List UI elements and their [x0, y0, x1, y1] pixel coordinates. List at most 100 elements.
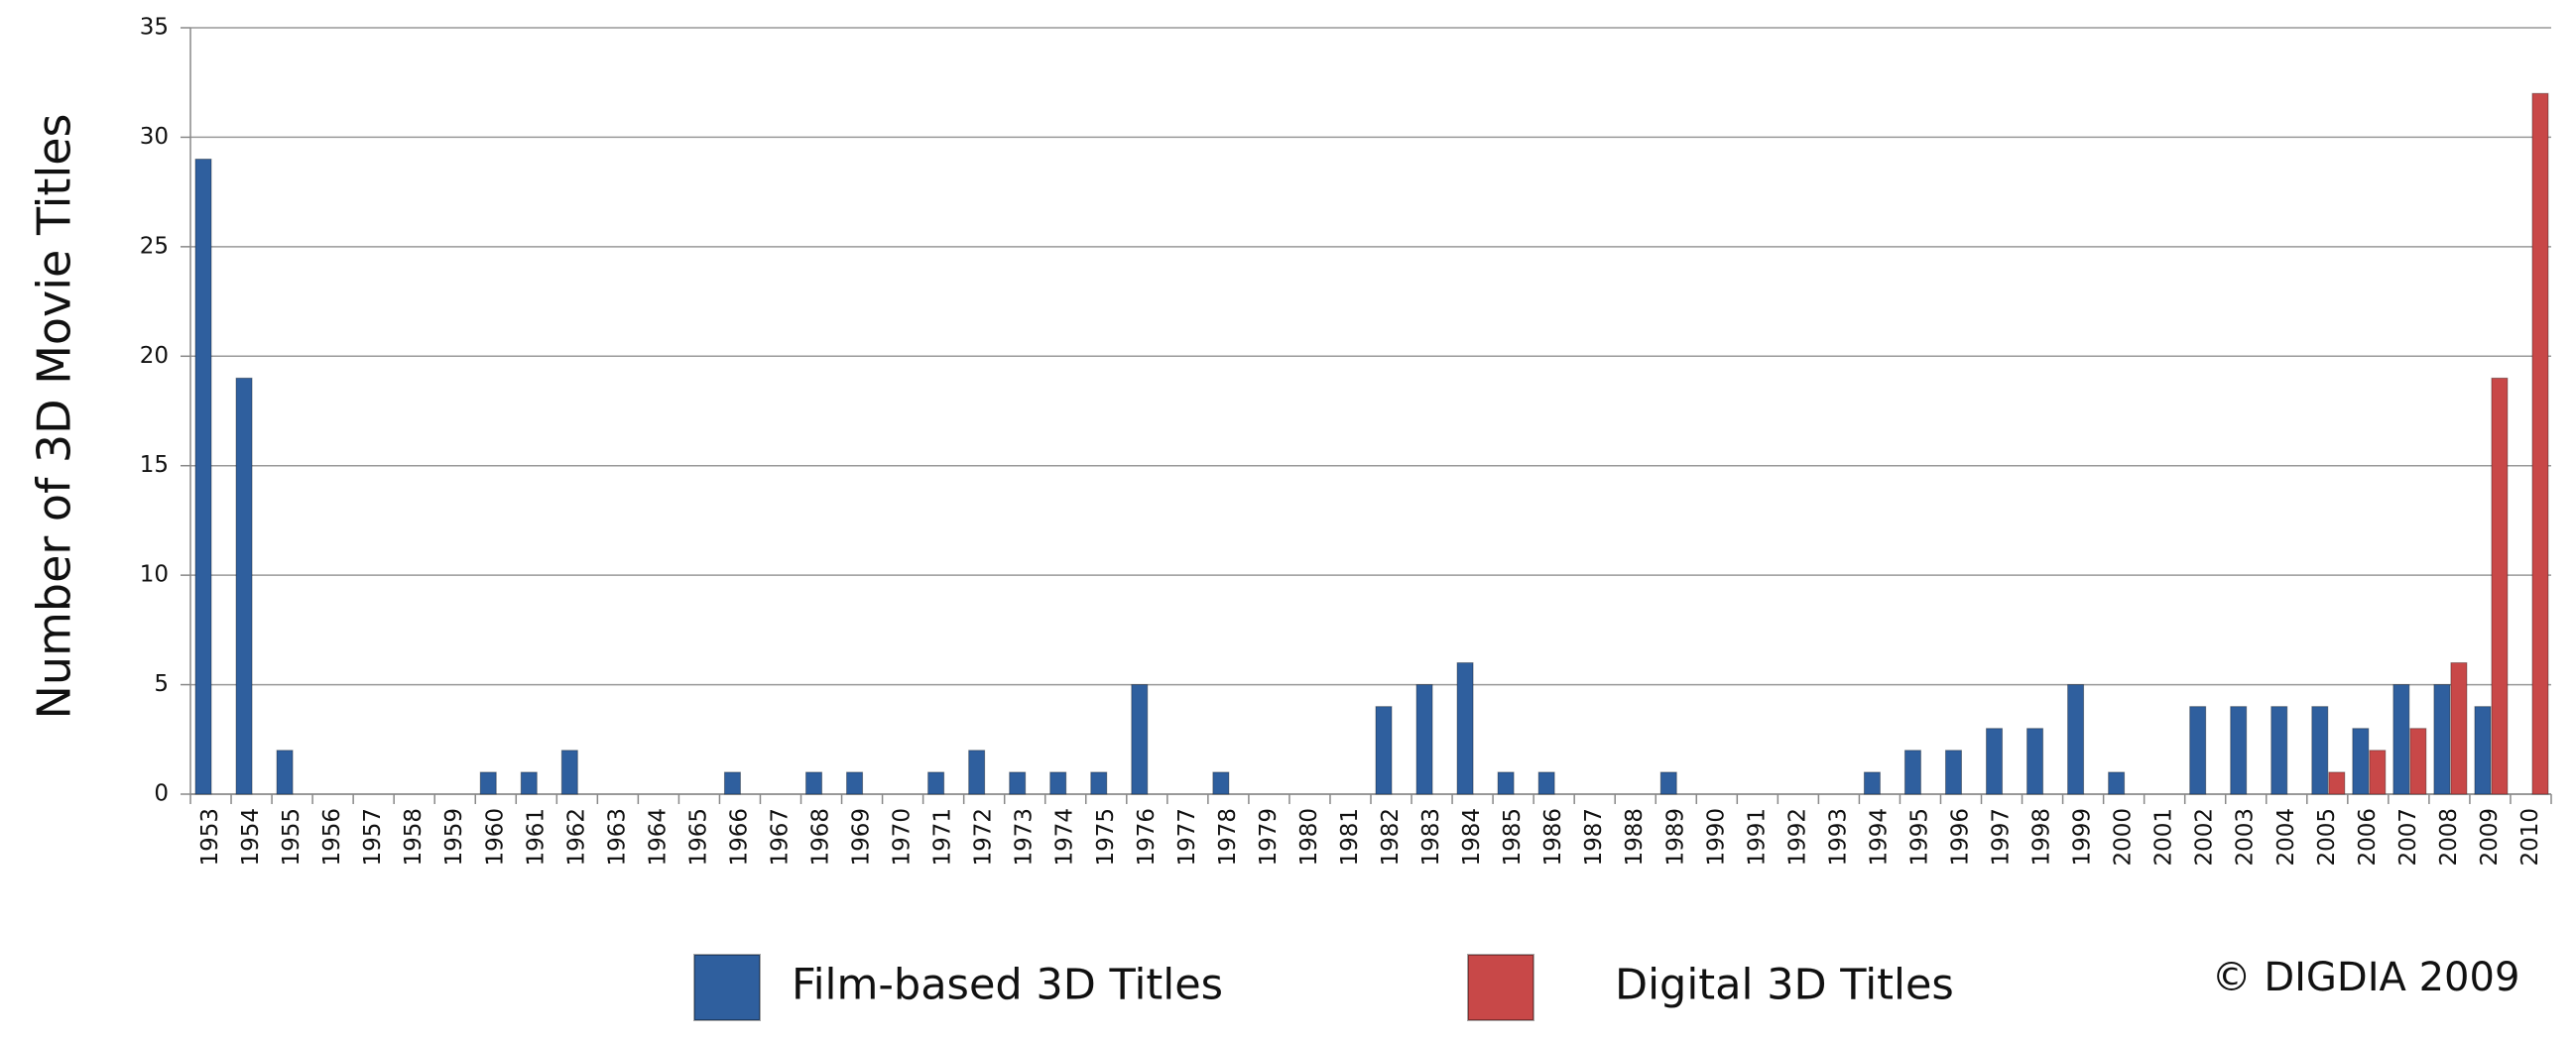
x-tick-label: 2000	[2111, 808, 2137, 867]
x-tick-label: 1960	[482, 808, 508, 867]
x-tick-label: 1993	[1825, 808, 1851, 867]
bar	[1986, 728, 2004, 795]
bar	[2369, 750, 2387, 795]
bar	[2491, 377, 2509, 795]
x-tick-label: 1964	[645, 808, 671, 867]
legend-swatch	[1467, 954, 1534, 1021]
bar	[1009, 771, 1027, 795]
x-tick-label: 2006	[2355, 808, 2381, 867]
x-tick-label: 1977	[1174, 808, 1200, 867]
bar	[2026, 728, 2044, 795]
x-tick-label: 2005	[2314, 808, 2340, 867]
bar	[846, 771, 864, 795]
x-tick-label: 1986	[1540, 808, 1566, 867]
bar	[2270, 706, 2288, 795]
x-tick-label: 1959	[441, 808, 467, 867]
x-tick-label: 1994	[1866, 808, 1892, 867]
x-tick-label: 1989	[1662, 808, 1688, 867]
bar	[1497, 771, 1515, 795]
bar	[2108, 771, 2126, 795]
x-tick-label: 1973	[1012, 808, 1038, 867]
x-tick-label: 1997	[1989, 808, 2015, 867]
x-tick-label: 1975	[1093, 808, 1119, 867]
x-tick-label: 1978	[1215, 808, 1241, 867]
y-tick-label: 5	[154, 671, 169, 697]
x-tick-label: 1987	[1581, 808, 1607, 867]
bar	[2392, 684, 2410, 795]
x-tick-label: 1970	[890, 808, 916, 867]
copyright: © DIGDIA 2009	[2212, 955, 2520, 1000]
bar	[2067, 684, 2085, 795]
x-tick-label: 2004	[2273, 808, 2299, 867]
bar	[805, 771, 823, 795]
x-tick-label: 1967	[768, 808, 794, 867]
bar	[2409, 728, 2427, 795]
x-tick-label: 2010	[2517, 808, 2543, 867]
bar	[2328, 771, 2346, 795]
x-tick-label: 1968	[808, 808, 834, 867]
bar	[1903, 750, 1921, 795]
bar	[1212, 771, 1230, 795]
legend-label: Film-based 3D Titles	[792, 961, 1223, 1010]
bar	[194, 159, 212, 795]
x-tick-label: 1998	[2029, 808, 2055, 867]
x-tick-label: 1956	[319, 808, 345, 867]
x-tick-label: 1954	[238, 808, 264, 867]
y-tick-label: 25	[140, 233, 169, 259]
bar	[2531, 92, 2549, 795]
x-tick-label: 1962	[563, 808, 589, 867]
bar	[927, 771, 945, 795]
bar	[2311, 706, 2329, 795]
bar	[2230, 706, 2248, 795]
x-tick-label: 2009	[2477, 808, 2503, 867]
x-tick-label: 2008	[2436, 808, 2462, 867]
x-tick-label: 1984	[1459, 808, 1485, 867]
x-tick-label: 1963	[604, 808, 630, 867]
y-tick-label: 0	[154, 781, 169, 807]
x-tick-label: 2003	[2233, 808, 2259, 867]
x-tick-label: 1983	[1418, 808, 1444, 867]
bar	[968, 750, 986, 795]
x-tick-label: 1992	[1784, 808, 1810, 867]
bar	[1863, 771, 1881, 795]
x-tick-label: 1988	[1622, 808, 1648, 867]
bar	[2450, 661, 2468, 795]
bar	[1090, 771, 1108, 795]
bar	[2433, 684, 2451, 795]
x-tick-label: 2007	[2395, 808, 2421, 867]
x-tick-label: 1979	[1256, 808, 1282, 867]
x-tick-label: 1995	[1906, 808, 1932, 867]
x-tick-label: 1958	[401, 808, 427, 867]
y-tick-label: 30	[140, 124, 169, 150]
legend-swatch	[693, 954, 761, 1021]
bar	[1415, 684, 1433, 795]
x-tick-label: 1980	[1296, 808, 1322, 867]
x-tick-label: 1991	[1744, 808, 1770, 867]
y-tick-label: 20	[140, 343, 169, 369]
y-axis-title: Number of 3D Movie Titles	[28, 114, 81, 720]
bar	[2189, 706, 2207, 795]
bar	[235, 377, 253, 795]
bar	[1944, 750, 1962, 795]
x-tick-label: 1969	[849, 808, 875, 867]
x-tick-label: 1965	[685, 808, 711, 867]
bar	[1375, 706, 1393, 795]
y-tick-label: 15	[140, 452, 169, 478]
x-tick-label: 1961	[523, 808, 549, 867]
x-tick-label: 1953	[197, 808, 223, 867]
x-tick-label: 1985	[1500, 808, 1526, 867]
x-tick-label: 1971	[930, 808, 956, 867]
x-tick-label: 1999	[2070, 808, 2096, 867]
bar	[1131, 684, 1149, 795]
x-tick-label: 1996	[1948, 808, 1974, 867]
x-tick-label: 1972	[971, 808, 997, 867]
bar	[1659, 771, 1677, 795]
bar	[479, 771, 497, 795]
bar	[723, 771, 741, 795]
bar	[520, 771, 538, 795]
bar	[2352, 728, 2370, 795]
x-tick-label: 1957	[360, 808, 386, 867]
bar	[1456, 661, 1474, 795]
x-tick-label: 1966	[726, 808, 752, 867]
